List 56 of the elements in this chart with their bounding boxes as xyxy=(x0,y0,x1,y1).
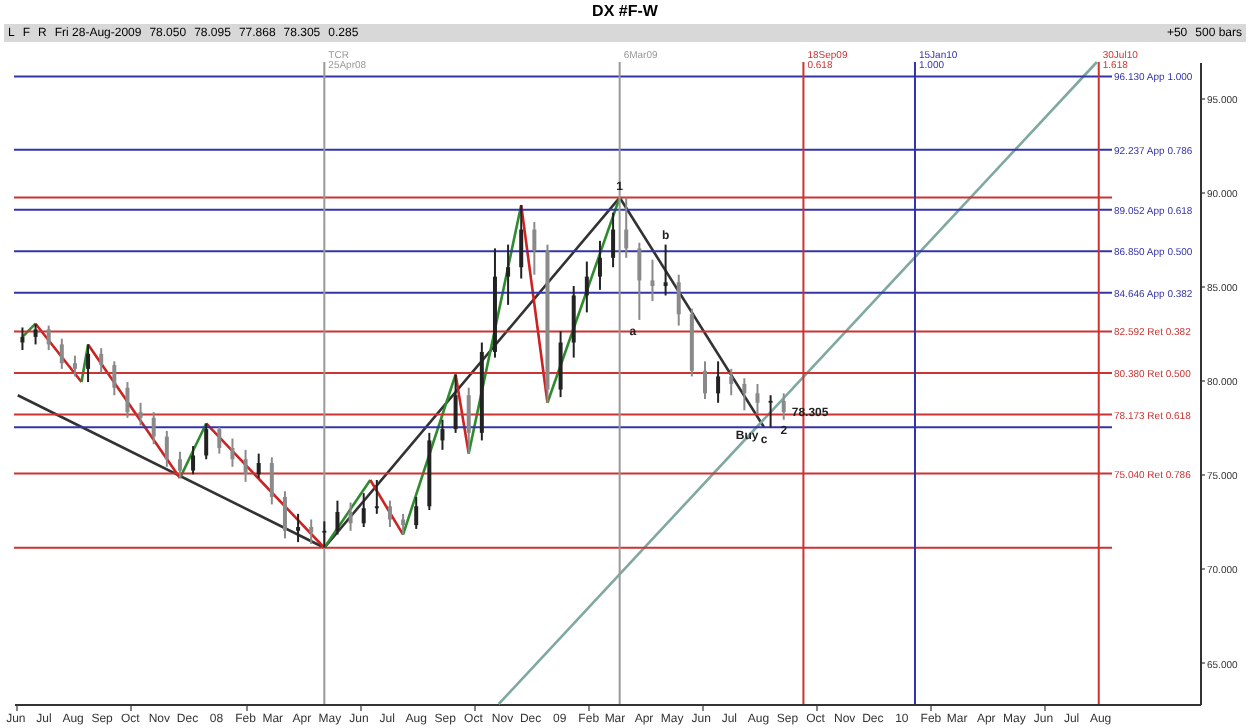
candlestick xyxy=(440,418,445,451)
candlestick xyxy=(335,499,340,536)
candlestick xyxy=(584,260,589,314)
candlestick xyxy=(204,422,209,461)
candlestick xyxy=(361,492,366,529)
candlestick xyxy=(112,360,117,397)
candlestick xyxy=(374,478,379,515)
candlestick xyxy=(348,501,353,532)
candlestick xyxy=(151,411,156,446)
candlestick xyxy=(676,273,681,327)
candlestick xyxy=(256,452,261,480)
candlestick xyxy=(571,285,576,359)
candlestick xyxy=(729,367,734,397)
candlestick xyxy=(611,211,616,269)
candlestick xyxy=(164,430,169,468)
candlestick xyxy=(99,347,104,374)
candlestick xyxy=(650,258,655,303)
candlestick xyxy=(86,343,91,384)
candlestick xyxy=(466,386,471,455)
candlestick xyxy=(217,426,222,455)
candlestick xyxy=(296,512,301,544)
candlestick xyxy=(125,381,130,419)
candlestick xyxy=(33,322,38,346)
candlestick xyxy=(59,337,64,370)
candlestick xyxy=(558,330,563,399)
candlestick xyxy=(20,326,25,352)
candlestick xyxy=(506,243,511,306)
candlestick xyxy=(401,512,406,536)
candlestick xyxy=(191,445,196,476)
candlestick xyxy=(414,495,419,530)
candlestick xyxy=(716,360,721,404)
candlestick xyxy=(46,324,51,352)
chart-title: DX #F-W xyxy=(590,2,660,20)
candlestick xyxy=(663,243,668,297)
candlestick xyxy=(768,394,773,429)
candlestick xyxy=(230,437,235,468)
candlestick xyxy=(138,401,143,427)
candlestick xyxy=(243,448,248,483)
candlestick xyxy=(309,518,314,545)
candlestick xyxy=(519,204,524,280)
candlestick xyxy=(177,450,182,480)
candlestick xyxy=(702,360,707,400)
candlestick xyxy=(624,196,629,259)
candlestick xyxy=(322,520,327,549)
candlestick xyxy=(453,373,458,434)
candlestick xyxy=(755,382,760,416)
candlestick xyxy=(387,499,392,529)
candlestick xyxy=(269,456,274,506)
line-series xyxy=(16,196,766,550)
candlestick xyxy=(597,239,602,291)
candlestick xyxy=(637,241,642,321)
candlestick xyxy=(532,221,537,276)
candlestick xyxy=(742,377,747,412)
candlestick xyxy=(781,392,786,421)
candlestick xyxy=(282,490,287,540)
candlestick xyxy=(72,354,77,378)
